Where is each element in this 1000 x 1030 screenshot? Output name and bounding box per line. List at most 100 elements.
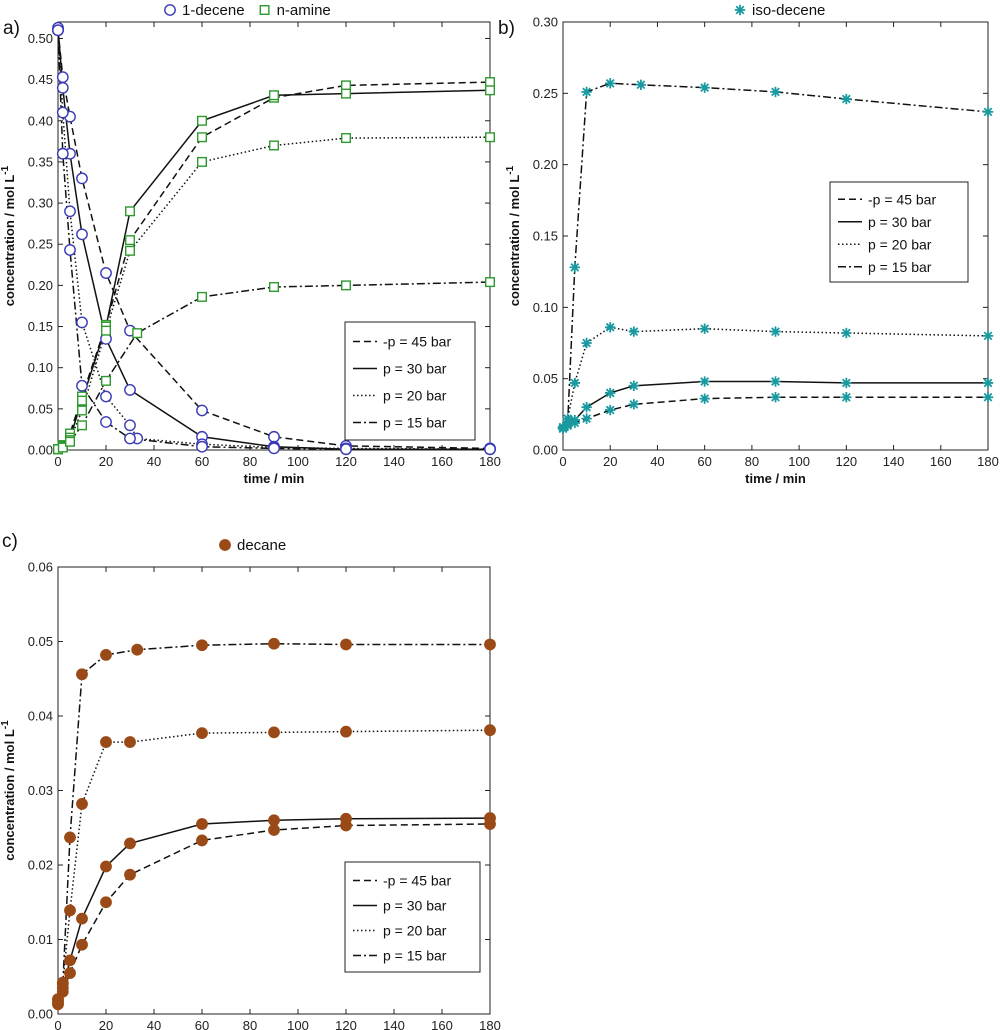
data-point-iso-decene-30bar xyxy=(569,414,581,426)
data-point-decane-45bar xyxy=(196,834,208,847)
x-tick-label: 0 xyxy=(54,1018,61,1030)
series-group xyxy=(52,21,496,456)
y-tick-label: 0.10 xyxy=(28,360,53,375)
x-tick-label: 180 xyxy=(479,1018,501,1030)
x-tick-label: 160 xyxy=(431,454,453,469)
legend-species-label: 1-decene xyxy=(182,2,245,19)
y-axis-label-superscript: -1 xyxy=(0,720,11,729)
data-point-1-decene-15bar xyxy=(268,442,280,455)
data-point-iso-decene-20bar xyxy=(841,327,852,339)
data-point-iso-decene-15bar xyxy=(635,79,647,90)
x-axis-label: time / min xyxy=(745,471,806,486)
y-tick-label: 0.05 xyxy=(28,401,53,416)
x-tick-label: 20 xyxy=(603,454,617,469)
y-tick-label: 0.35 xyxy=(28,154,53,169)
legend-species-label: n-amine xyxy=(277,2,331,19)
data-point-decane-30bar xyxy=(124,837,136,850)
data-point-n-amine-15bar xyxy=(269,282,280,293)
line-legend: -p = 45 bar p = 30 bar p = 20 bar p = 15 ba… xyxy=(829,181,969,283)
x-axis-label: time / min xyxy=(244,471,305,486)
data-point-iso-decene-15bar xyxy=(605,78,616,89)
x-tick-label: 80 xyxy=(243,454,257,469)
data-point-1-decene-15bar xyxy=(124,432,136,445)
data-point-n-amine-15bar xyxy=(57,442,68,453)
data-point-n-amine-20bar xyxy=(485,132,496,143)
data-point-decane-15bar xyxy=(484,638,496,651)
data-point-1-decene-30bar xyxy=(56,81,69,94)
legend-marker-iso-decene xyxy=(734,4,746,16)
data-point-iso-decene-20bar xyxy=(770,326,781,337)
data-point-decane-15bar xyxy=(196,639,208,652)
y-axis-label-superscript: -1 xyxy=(505,165,516,174)
legend-marker-n-amine xyxy=(259,4,270,16)
y-axis-label-text: concentration / mol L xyxy=(507,175,522,307)
species-legend: iso-decene xyxy=(734,2,825,19)
data-point-iso-decene-45bar xyxy=(982,392,994,403)
data-point-decane-15bar xyxy=(52,993,64,1005)
y-tick-label: 0.25 xyxy=(533,86,558,101)
legend-entry-label: p = 20 bar xyxy=(868,236,932,252)
panel-label: b) xyxy=(498,18,515,39)
data-point-iso-decene-15bar xyxy=(770,86,781,98)
data-point-iso-decene-20bar xyxy=(982,330,994,342)
data-point-iso-decene-20bar xyxy=(605,322,616,333)
y-tick-label: 0.15 xyxy=(28,319,53,334)
data-point-n-amine-20bar xyxy=(100,325,111,336)
data-point-iso-decene-20bar xyxy=(581,337,592,349)
data-point-1-decene-45bar xyxy=(196,404,208,417)
legend-entry-label: p = 15 bar xyxy=(868,259,932,275)
data-point-decane-20bar xyxy=(124,736,136,748)
data-point-n-amine-20bar xyxy=(196,156,207,167)
data-point-n-amine-15bar xyxy=(341,280,352,291)
x-tick-label: 40 xyxy=(147,454,161,469)
data-point-1-decene-15bar xyxy=(56,147,69,160)
y-tick-label: 0.02 xyxy=(28,858,53,873)
x-tick-label: 160 xyxy=(431,1018,453,1030)
data-point-iso-decene-15bar xyxy=(581,86,592,98)
legend-entry-label: p = 15 bar xyxy=(383,948,447,964)
data-point-decane-15bar xyxy=(268,637,280,650)
data-point-decane-15bar xyxy=(64,831,76,844)
line-legend: -p = 45 bar p = 30 bar p = 20 bar p = 15 ba… xyxy=(344,321,476,441)
data-point-iso-decene-30bar xyxy=(605,387,616,399)
x-tick-label: 0 xyxy=(54,454,61,469)
data-point-n-amine-30bar xyxy=(485,85,496,96)
data-point-decane-15bar xyxy=(56,978,69,991)
legend-species-label: iso-decene xyxy=(752,2,825,19)
data-point-n-amine-15bar xyxy=(132,328,143,339)
y-tick-label: 0.15 xyxy=(533,229,558,244)
data-point-iso-decene-15bar xyxy=(569,262,581,273)
data-point-n-amine-45bar xyxy=(124,235,135,246)
data-point-1-decene-45bar xyxy=(268,430,280,443)
data-point-1-decene-20bar xyxy=(100,390,112,403)
legend-entry-label: p = 15 bar xyxy=(383,415,447,431)
panel-b: b) 0 20 40 60 80 100 120 140 160 180 0.00 0.05 0.10 0.… xyxy=(498,2,999,486)
x-tick-label: 40 xyxy=(147,1018,161,1030)
data-point-1-decene-30bar xyxy=(124,384,136,396)
data-point-iso-decene-45bar xyxy=(841,392,852,403)
panel-label: c) xyxy=(2,531,18,552)
legend-marker-decane xyxy=(219,539,231,551)
series-line-decane-15bar xyxy=(57,642,490,1000)
series-line-n-amine-20bar xyxy=(57,136,491,450)
x-tick-label: 120 xyxy=(335,1018,357,1030)
data-point-decane-45bar xyxy=(124,868,136,881)
species-legend: 1-decene n-amine xyxy=(164,2,331,19)
data-point-iso-decene-15bar xyxy=(699,82,710,93)
data-point-iso-decene-15bar xyxy=(841,93,852,105)
data-point-n-amine-20bar xyxy=(341,133,352,144)
y-tick-label: 0.00 xyxy=(28,1007,53,1022)
y-tick-label: 0.04 xyxy=(28,709,53,724)
data-point-n-amine-45bar xyxy=(196,132,207,143)
data-point-iso-decene-45bar xyxy=(581,413,592,424)
data-point-decane-30bar xyxy=(268,814,280,827)
data-point-decane-20bar xyxy=(196,727,208,740)
data-point-decane-30bar xyxy=(340,812,352,825)
y-tick-label: 0.25 xyxy=(28,237,53,252)
data-point-n-amine-30bar xyxy=(76,395,87,406)
x-tick-label: 80 xyxy=(243,1018,257,1030)
series-line-iso-decene-15bar xyxy=(562,82,989,428)
data-point-iso-decene-15bar xyxy=(982,106,994,118)
data-point-decane-15bar xyxy=(340,638,352,651)
data-point-decane-15bar xyxy=(100,649,112,661)
